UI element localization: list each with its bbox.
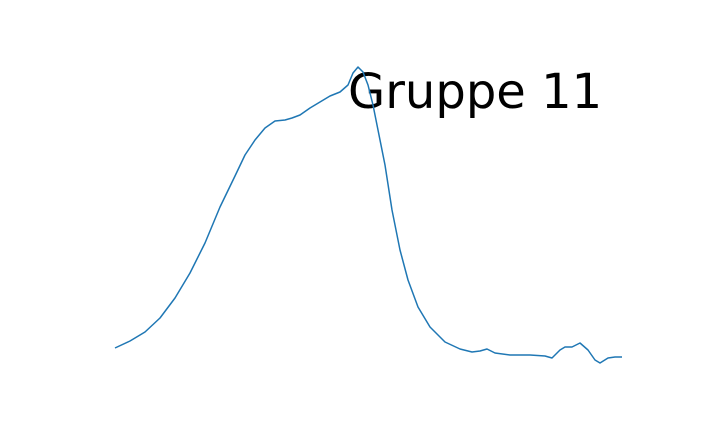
- line: [114, 66, 622, 364]
- annotation: Gruppe 11: [348, 64, 602, 120]
